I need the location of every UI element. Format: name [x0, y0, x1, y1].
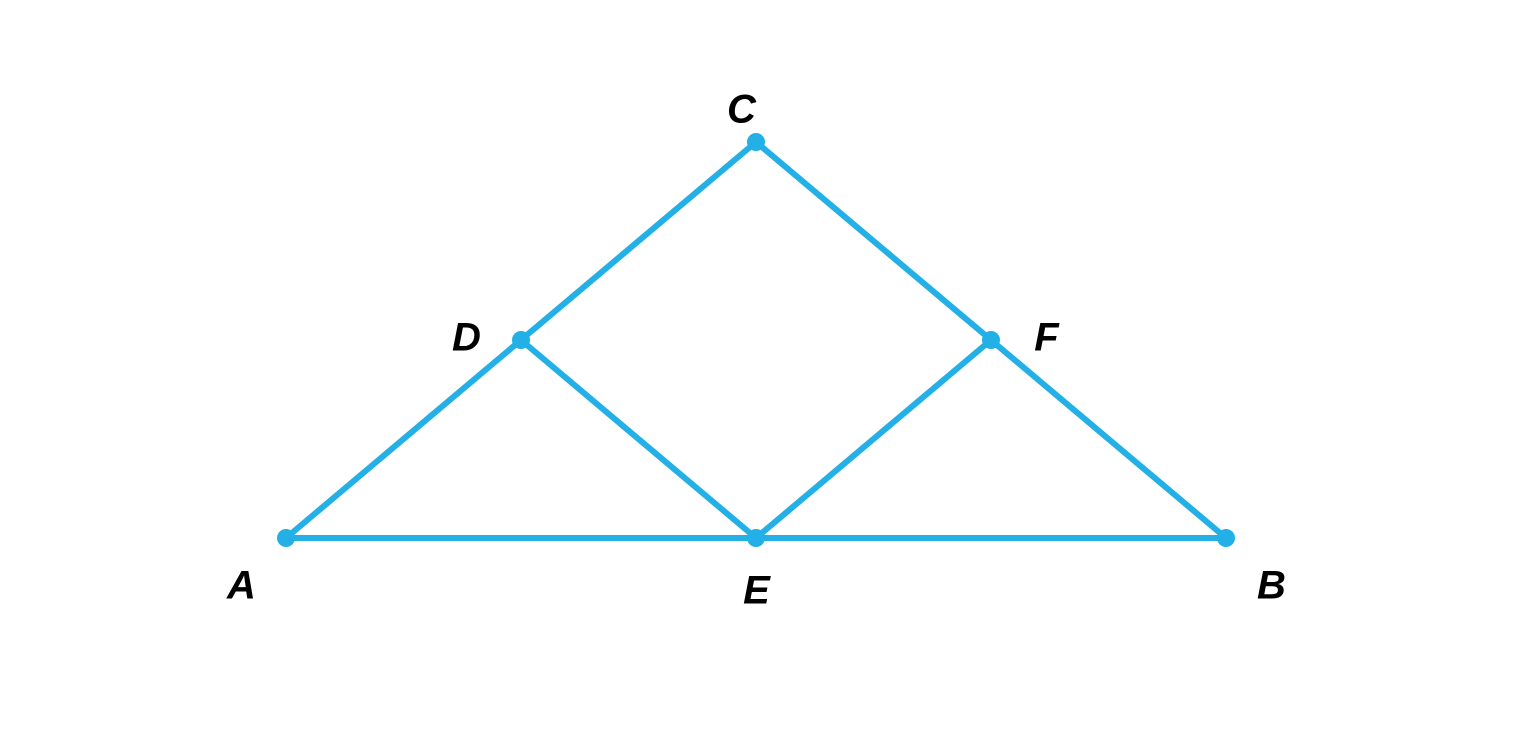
node-D — [512, 331, 530, 349]
node-B — [1217, 529, 1235, 547]
label-D: D — [452, 316, 480, 360]
node-A — [277, 529, 295, 547]
node-C — [747, 133, 765, 151]
geometry-diagram: A B E D F C — [0, 0, 1536, 729]
label-E: E — [743, 569, 771, 613]
node-E — [747, 529, 765, 547]
nodes-layer — [277, 133, 1235, 547]
edges-layer — [286, 142, 1226, 538]
node-F — [982, 331, 1000, 349]
label-F: F — [1034, 316, 1060, 360]
edge-E-F — [756, 340, 991, 538]
label-C: C — [727, 88, 757, 132]
label-B: B — [1257, 564, 1285, 608]
label-A: A — [226, 564, 255, 608]
edge-D-E — [521, 340, 756, 538]
